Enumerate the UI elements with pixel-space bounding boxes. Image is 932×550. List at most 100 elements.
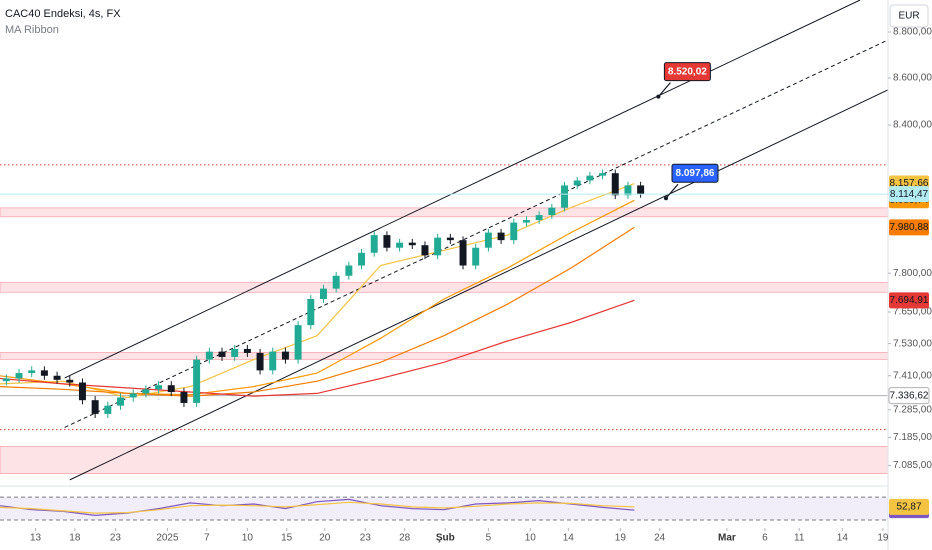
x-tick-label: 23 xyxy=(110,533,122,544)
y-tick-label: 8.400,00 xyxy=(893,120,932,131)
y-tick-label: 7.285,00 xyxy=(893,404,932,415)
candle-body xyxy=(624,185,632,196)
trend-line xyxy=(64,39,888,428)
x-tick-label: Mar xyxy=(718,533,736,544)
annotation-box xyxy=(671,163,719,183)
chart-title: CAC40 Endeksi, 4s, FX xyxy=(5,8,121,20)
x-tick-label: 5 xyxy=(486,533,492,544)
series-value-label: 52,87 xyxy=(896,502,921,513)
x-tick-label: 13 xyxy=(30,533,42,544)
candle-body xyxy=(561,185,569,208)
candle-body xyxy=(167,385,175,393)
x-tick-label: 6 xyxy=(762,533,768,544)
series-line xyxy=(0,199,635,396)
candle-body xyxy=(243,348,251,353)
rsi-pane xyxy=(0,496,888,521)
series-line xyxy=(0,299,635,397)
candle-body xyxy=(332,275,340,289)
y-tick-label: 7.530,00 xyxy=(893,338,932,349)
candle-body xyxy=(586,175,594,181)
candle-body xyxy=(637,185,645,195)
candle-body xyxy=(78,382,86,401)
candle-body xyxy=(345,265,353,276)
candle-body xyxy=(522,220,530,223)
currency-button[interactable] xyxy=(889,4,929,28)
annotation-box xyxy=(663,62,711,82)
last-price-label-box xyxy=(889,186,929,203)
candle-body xyxy=(446,237,454,241)
x-tick-label: 14 xyxy=(563,533,575,544)
candle-body xyxy=(155,385,163,390)
candle-body xyxy=(142,389,150,394)
candle-body xyxy=(307,298,315,326)
candle-body xyxy=(281,351,289,360)
candle-body xyxy=(383,235,391,248)
candle-body xyxy=(599,173,607,176)
y-tick-label: 7.185,00 xyxy=(893,432,932,443)
candle-body xyxy=(319,288,327,299)
annotation-label: 8.520,02 xyxy=(668,66,707,77)
series-value-label-box xyxy=(889,498,929,515)
x-tick-label: 7 xyxy=(204,533,210,544)
series-value-label-box xyxy=(889,292,929,309)
zone xyxy=(0,282,888,293)
candle-body xyxy=(396,242,404,248)
candle-body xyxy=(15,373,23,379)
y-tick-label: 7.650,00 xyxy=(893,307,932,318)
y-tick-label: 8.800,00 xyxy=(893,27,932,38)
candle-body xyxy=(129,393,137,398)
candle-body xyxy=(256,352,264,371)
x-tick-label: 28 xyxy=(399,533,411,544)
price-tags: 7.336,628.157,668.089,747.980,887.694,91… xyxy=(888,175,930,519)
candle-body xyxy=(231,348,239,357)
x-tick-label: 15 xyxy=(281,533,293,544)
annotation-point xyxy=(656,94,661,99)
candle-body xyxy=(548,207,556,216)
candle-body xyxy=(28,370,36,374)
candle-body xyxy=(472,247,480,266)
x-tick-label: 19 xyxy=(877,533,889,544)
candle-body xyxy=(53,375,61,380)
y-tick-label: 7.085,00 xyxy=(893,460,932,471)
annotation-point xyxy=(664,196,668,201)
series-value-label: 8.157,66 xyxy=(890,178,929,189)
candle-body xyxy=(117,397,125,406)
candle-body xyxy=(434,237,442,256)
candle-body xyxy=(459,240,467,266)
candle-body xyxy=(611,173,619,196)
x-tick-label: 20 xyxy=(319,533,331,544)
series-value-label: 7.694,91 xyxy=(890,295,929,306)
x-tick-label: 10 xyxy=(242,533,254,544)
zone xyxy=(0,352,888,360)
y-tick-label: 8.600,00 xyxy=(893,73,932,84)
zone xyxy=(0,446,888,474)
series-line xyxy=(0,501,635,514)
candle-body xyxy=(66,379,74,383)
series-line xyxy=(0,226,635,397)
candle-body xyxy=(2,378,10,382)
candle-body xyxy=(358,252,366,266)
candle-body xyxy=(370,235,378,253)
level-label: 7.336,62 xyxy=(890,390,929,401)
main-pane xyxy=(0,0,888,481)
level-label-box xyxy=(888,387,930,405)
candle-body xyxy=(91,400,99,414)
candle-body xyxy=(497,232,505,241)
x-tick-label: 24 xyxy=(654,533,666,544)
candle-body xyxy=(408,242,416,246)
currency[interactable]: EUR xyxy=(898,11,919,22)
zone xyxy=(0,207,888,218)
axes: 7.085,00 7.185,00 7.285,00 7.410,00 7.530,00… xyxy=(30,27,932,544)
x-tick-label: 14 xyxy=(837,533,849,544)
candle-body xyxy=(193,359,201,403)
y-tick-label: 7.410,00 xyxy=(893,370,932,381)
last-price-label: 8.114,47 xyxy=(890,189,929,200)
y-tick-label: 7.800,00 xyxy=(893,268,932,279)
trend-line xyxy=(69,89,888,481)
series-value-label-box xyxy=(889,219,929,236)
candle-body xyxy=(180,392,188,403)
x-tick-label: 11 xyxy=(794,533,805,544)
x-tick-label: 2025 xyxy=(156,533,179,544)
